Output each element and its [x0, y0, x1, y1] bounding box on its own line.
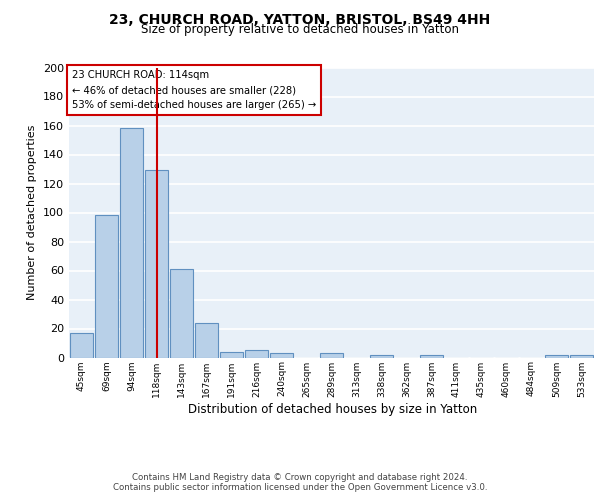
Text: 23 CHURCH ROAD: 114sqm
← 46% of detached houses are smaller (228)
53% of semi-de: 23 CHURCH ROAD: 114sqm ← 46% of detached…	[71, 70, 316, 110]
Bar	[545, 354, 568, 358]
Bar	[195, 322, 218, 358]
Bar	[95, 216, 118, 358]
Text: Contains HM Land Registry data © Crown copyright and database right 2024.: Contains HM Land Registry data © Crown c…	[132, 472, 468, 482]
Bar	[270, 353, 293, 358]
Bar	[420, 354, 443, 358]
Bar	[220, 352, 243, 358]
Bar	[370, 354, 393, 358]
Bar	[570, 354, 593, 358]
Text: Distribution of detached houses by size in Yatton: Distribution of detached houses by size …	[188, 402, 478, 415]
Bar	[320, 353, 343, 358]
Bar	[145, 170, 168, 358]
Bar	[170, 269, 193, 358]
Bar	[245, 350, 268, 358]
Text: Contains public sector information licensed under the Open Government Licence v3: Contains public sector information licen…	[113, 482, 487, 492]
Text: Size of property relative to detached houses in Yatton: Size of property relative to detached ho…	[141, 22, 459, 36]
Text: 23, CHURCH ROAD, YATTON, BRISTOL, BS49 4HH: 23, CHURCH ROAD, YATTON, BRISTOL, BS49 4…	[109, 12, 491, 26]
Bar	[70, 333, 93, 357]
Bar	[120, 128, 143, 358]
Y-axis label: Number of detached properties: Number of detached properties	[28, 125, 37, 300]
